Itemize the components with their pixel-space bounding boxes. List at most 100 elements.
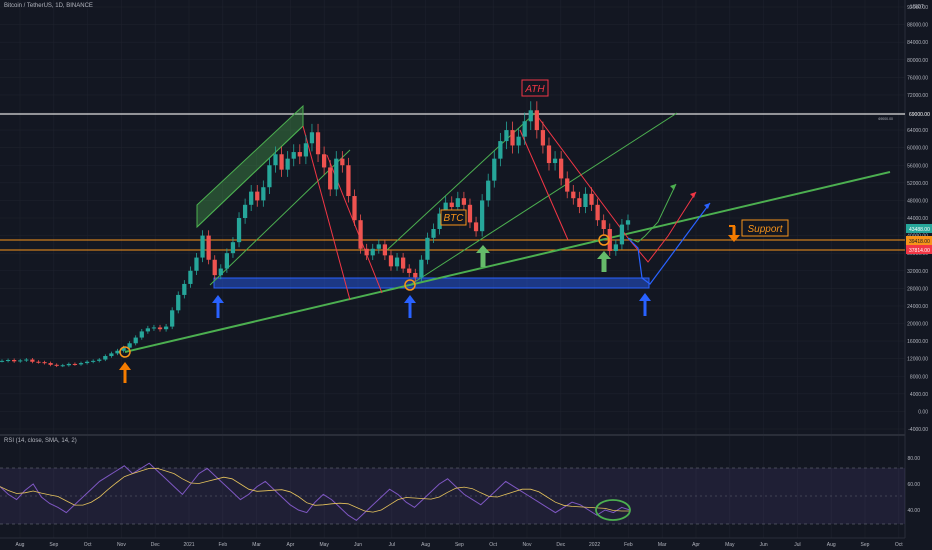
touch-circle-2[interactable] — [404, 279, 416, 291]
annotation-support[interactable]: Support — [741, 219, 789, 237]
symbol-title[interactable]: Bitcoin / TetherUS, 1D, BINANCE — [4, 3, 93, 9]
candle[interactable] — [285, 151, 290, 177]
candle[interactable] — [583, 187, 588, 214]
candle[interactable] — [109, 351, 114, 358]
candle[interactable] — [613, 239, 618, 256]
candle[interactable] — [595, 198, 600, 226]
candle[interactable] — [60, 363, 65, 368]
time-axis[interactable]: Aug Sep Oct Nov Dec 2021 Feb Mar Apr May Jun Jul Aug… — [16, 542, 904, 548]
candle[interactable] — [321, 146, 327, 175]
up-arrow-orange-icon[interactable] — [119, 362, 131, 383]
candle[interactable] — [212, 255, 217, 280]
candle[interactable] — [218, 264, 223, 280]
candle[interactable] — [467, 198, 473, 229]
candle[interactable] — [24, 357, 29, 362]
candle[interactable] — [376, 239, 381, 254]
candle[interactable] — [133, 335, 138, 346]
candle[interactable] — [522, 112, 527, 145]
candle[interactable] — [413, 268, 418, 282]
candle[interactable] — [480, 194, 485, 237]
annotation-btc[interactable]: BTC — [440, 209, 467, 226]
candle[interactable] — [91, 359, 96, 364]
candle[interactable] — [364, 243, 369, 261]
up-arrow-blue-icon[interactable] — [212, 295, 224, 318]
candle[interactable] — [358, 214, 363, 254]
candle[interactable] — [303, 135, 309, 165]
rsi-highlight-circle[interactable] — [595, 499, 631, 521]
candle[interactable] — [540, 121, 546, 154]
candle[interactable] — [273, 146, 278, 173]
candle[interactable] — [486, 173, 491, 207]
candle[interactable] — [492, 151, 497, 188]
candle[interactable] — [236, 212, 242, 248]
candle[interactable] — [242, 198, 248, 224]
candle[interactable] — [565, 171, 570, 199]
channel-line-2[interactable] — [209, 149, 351, 286]
candle[interactable] — [18, 358, 23, 363]
rsi-line[interactable] — [0, 462, 631, 522]
candle[interactable] — [194, 252, 199, 275]
long-term-trendline[interactable] — [124, 171, 891, 353]
candle[interactable] — [261, 180, 266, 207]
projection-blue[interactable] — [627, 202, 711, 285]
candle[interactable] — [625, 214, 631, 231]
candle[interactable] — [255, 185, 260, 207]
candle[interactable] — [97, 357, 102, 363]
candle[interactable] — [461, 191, 467, 212]
candle[interactable] — [607, 223, 612, 256]
candle[interactable] — [546, 137, 552, 171]
candle[interactable] — [577, 191, 582, 214]
candle[interactable] — [157, 324, 163, 332]
candle[interactable] — [36, 360, 41, 364]
candle[interactable] — [510, 121, 515, 154]
candle[interactable] — [224, 248, 230, 273]
candle[interactable] — [504, 121, 509, 150]
candle[interactable] — [12, 358, 17, 363]
candle[interactable] — [103, 354, 108, 362]
candle[interactable] — [425, 232, 430, 265]
down-arrow-orange-icon[interactable] — [728, 225, 740, 242]
candle[interactable] — [249, 185, 254, 212]
up-arrow-blue-icon[interactable] — [639, 293, 651, 316]
candle[interactable] — [230, 237, 236, 258]
candle[interactable] — [30, 357, 35, 364]
candle[interactable] — [182, 280, 187, 299]
candle[interactable] — [334, 151, 339, 197]
candle[interactable] — [340, 151, 345, 173]
candle[interactable] — [346, 157, 351, 203]
up-arrow-green-icon[interactable] — [476, 245, 490, 267]
candle[interactable] — [315, 123, 321, 162]
candle[interactable] — [176, 291, 181, 314]
candle[interactable] — [528, 101, 533, 130]
candle[interactable] — [382, 239, 388, 261]
candle[interactable] — [473, 216, 479, 237]
candle[interactable] — [145, 325, 150, 334]
candle[interactable] — [431, 223, 436, 243]
candle[interactable] — [127, 341, 132, 350]
up-arrow-green-icon[interactable] — [597, 251, 611, 272]
candle[interactable] — [394, 252, 400, 271]
candle[interactable] — [5, 358, 11, 363]
candle[interactable] — [139, 329, 144, 340]
candle[interactable] — [297, 144, 302, 165]
candle[interactable] — [552, 151, 558, 171]
red-line-1[interactable] — [302, 125, 351, 301]
candle[interactable] — [78, 361, 84, 366]
candle[interactable] — [170, 307, 175, 330]
candle[interactable] — [498, 132, 503, 167]
candle[interactable] — [352, 189, 357, 226]
projection-green[interactable] — [627, 183, 677, 243]
candle[interactable] — [200, 230, 205, 263]
annotation-ath[interactable]: ATH — [521, 79, 549, 97]
candle[interactable] — [48, 361, 53, 367]
candle[interactable] — [42, 360, 47, 365]
channel-line-1[interactable] — [196, 125, 304, 228]
candle[interactable] — [54, 363, 59, 368]
up-arrow-blue-icon[interactable] — [404, 295, 416, 318]
rsi-title[interactable]: RSI (14, close, SMA, 14, 2) — [4, 438, 77, 444]
channel-line-3[interactable] — [386, 112, 536, 251]
candle[interactable] — [267, 157, 272, 194]
candle[interactable] — [370, 243, 375, 261]
candle[interactable] — [115, 348, 120, 356]
